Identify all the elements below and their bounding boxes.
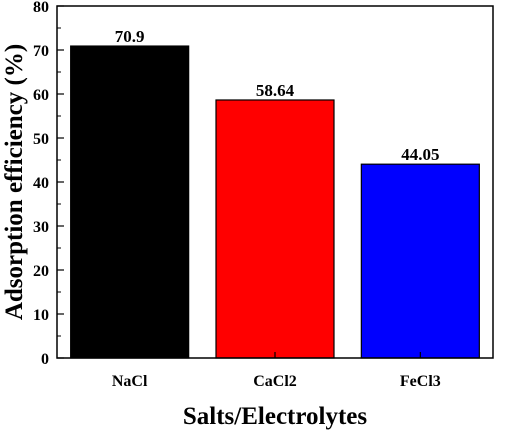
- y-tick-label: 20: [33, 263, 49, 280]
- data-label-cacl2: 58.64: [256, 81, 295, 100]
- bar-fecl3: [360, 163, 480, 359]
- y-tick-label: 80: [33, 0, 49, 16]
- y-tick-label: 40: [33, 175, 49, 192]
- y-tick-label: 50: [33, 131, 49, 148]
- bars-layer: [70, 45, 480, 359]
- bar-nacl: [70, 45, 190, 359]
- x-axis: NaCl CaCl2 FeCl3: [112, 352, 441, 390]
- x-axis-title: Salts/Electrolytes: [183, 403, 367, 430]
- x-tick-label-fecl3: FeCl3: [400, 373, 441, 390]
- y-axis-title: Adsorption efficiency (%): [1, 44, 28, 320]
- y-tick-label: 10: [33, 307, 49, 324]
- y-tick-label: 60: [33, 87, 49, 104]
- y-tick-label: 70: [33, 43, 49, 60]
- data-labels-layer: 70.9 58.64 44.05: [115, 27, 440, 164]
- x-tick-label-nacl: NaCl: [112, 373, 148, 390]
- y-tick-label: 30: [33, 219, 49, 236]
- data-label-nacl: 70.9: [115, 27, 145, 46]
- bar-cacl2: [215, 99, 335, 359]
- y-axis: 0 10 20 30 40 50 60 70 80: [33, 0, 64, 368]
- y-tick-label: 0: [41, 351, 49, 368]
- data-label-fecl3: 44.05: [401, 145, 439, 164]
- x-tick-label-cacl2: CaCl2: [253, 373, 297, 390]
